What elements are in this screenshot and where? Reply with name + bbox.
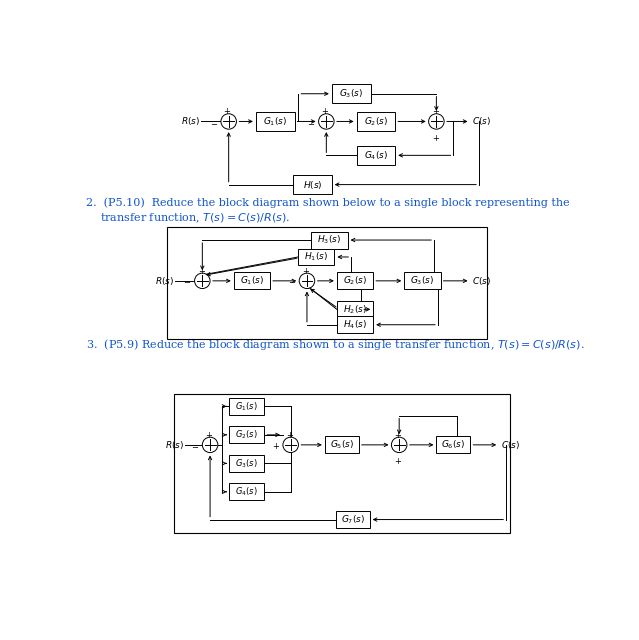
Text: $-$: $-$ xyxy=(307,119,316,127)
Bar xyxy=(229,398,263,415)
Text: $+$: $+$ xyxy=(431,133,440,143)
Text: $H_2(s)$: $H_2(s)$ xyxy=(343,303,367,316)
Text: $G_3(s)$: $G_3(s)$ xyxy=(339,88,363,100)
Bar xyxy=(167,227,487,339)
Text: $-$: $-$ xyxy=(288,278,296,285)
Bar xyxy=(337,316,373,333)
Bar xyxy=(256,112,295,131)
Bar xyxy=(357,112,396,131)
Text: $C(s)$: $C(s)$ xyxy=(472,275,491,287)
Bar xyxy=(436,436,470,453)
Text: $+$: $+$ xyxy=(272,440,280,451)
Text: $R(s)$: $R(s)$ xyxy=(166,439,185,451)
Bar xyxy=(174,394,510,532)
Text: $G_6(s)$: $G_6(s)$ xyxy=(442,438,465,451)
Circle shape xyxy=(429,114,444,129)
Circle shape xyxy=(299,273,314,289)
Text: $+$: $+$ xyxy=(431,106,440,116)
Text: $+$: $+$ xyxy=(321,106,329,116)
Bar xyxy=(404,273,441,289)
Text: $G_3(s)$: $G_3(s)$ xyxy=(235,457,258,470)
Text: $H_1(s)$: $H_1(s)$ xyxy=(304,251,328,263)
Text: $-$: $-$ xyxy=(191,442,199,450)
Text: $G_4(s)$: $G_4(s)$ xyxy=(364,149,388,161)
Text: $G_5(s)$: $G_5(s)$ xyxy=(330,438,354,451)
Text: $+$: $+$ xyxy=(197,266,206,276)
Text: $G_1(s)$: $G_1(s)$ xyxy=(263,115,288,128)
Text: $G_1(s)$: $G_1(s)$ xyxy=(235,400,258,413)
Circle shape xyxy=(194,273,210,289)
Bar xyxy=(335,511,370,528)
Text: $H(s)$: $H(s)$ xyxy=(302,179,322,191)
Text: $H_4(s)$: $H_4(s)$ xyxy=(343,319,367,331)
Text: $G_4(s)$: $G_4(s)$ xyxy=(235,486,258,498)
Bar xyxy=(234,273,270,289)
Circle shape xyxy=(392,437,407,452)
Text: $G_2(s)$: $G_2(s)$ xyxy=(343,275,367,287)
Text: $+$: $+$ xyxy=(223,106,231,116)
Text: 3.  (P5.9) Reduce the block diagram shown to a single transfer function, $T(s) =: 3. (P5.9) Reduce the block diagram shown… xyxy=(86,337,585,352)
Text: $-$: $-$ xyxy=(183,278,192,285)
Bar xyxy=(298,248,334,266)
Bar xyxy=(357,146,396,164)
Bar xyxy=(293,175,332,194)
Text: $+$: $+$ xyxy=(394,456,403,467)
Text: $G_2(s)$: $G_2(s)$ xyxy=(364,115,388,128)
Text: $+$: $+$ xyxy=(302,266,310,276)
Bar xyxy=(229,426,263,444)
Text: $+$: $+$ xyxy=(205,430,213,440)
Text: $R(s)$: $R(s)$ xyxy=(155,275,174,287)
Bar xyxy=(337,273,373,289)
Text: $G_2(s)$: $G_2(s)$ xyxy=(235,429,258,441)
Text: $+$: $+$ xyxy=(394,430,403,440)
Text: $C(s)$: $C(s)$ xyxy=(472,115,491,127)
Text: $G_3(s)$: $G_3(s)$ xyxy=(410,275,435,287)
Text: $+$: $+$ xyxy=(286,430,294,440)
Bar xyxy=(337,301,373,318)
Text: transfer function, $T(s) = C(s)/R(s)$.: transfer function, $T(s) = C(s)/R(s)$. xyxy=(86,212,290,225)
Bar xyxy=(311,232,348,248)
Circle shape xyxy=(221,114,236,129)
Text: $G_1(s)$: $G_1(s)$ xyxy=(240,275,264,287)
Circle shape xyxy=(203,437,218,452)
Text: $G_7(s)$: $G_7(s)$ xyxy=(341,513,365,526)
Text: $C(s)$: $C(s)$ xyxy=(501,439,520,451)
Bar xyxy=(229,455,263,472)
Text: $R(s)$: $R(s)$ xyxy=(181,115,200,127)
Circle shape xyxy=(283,437,298,452)
Bar xyxy=(332,84,371,103)
Text: 2.  (P5.10)  Reduce the block diagram shown below to a single block representing: 2. (P5.10) Reduce the block diagram show… xyxy=(86,197,570,208)
Text: $-$: $-$ xyxy=(210,119,218,127)
Circle shape xyxy=(319,114,334,129)
Bar xyxy=(325,436,359,453)
Text: $H_3(s)$: $H_3(s)$ xyxy=(318,234,341,246)
Bar xyxy=(229,483,263,500)
